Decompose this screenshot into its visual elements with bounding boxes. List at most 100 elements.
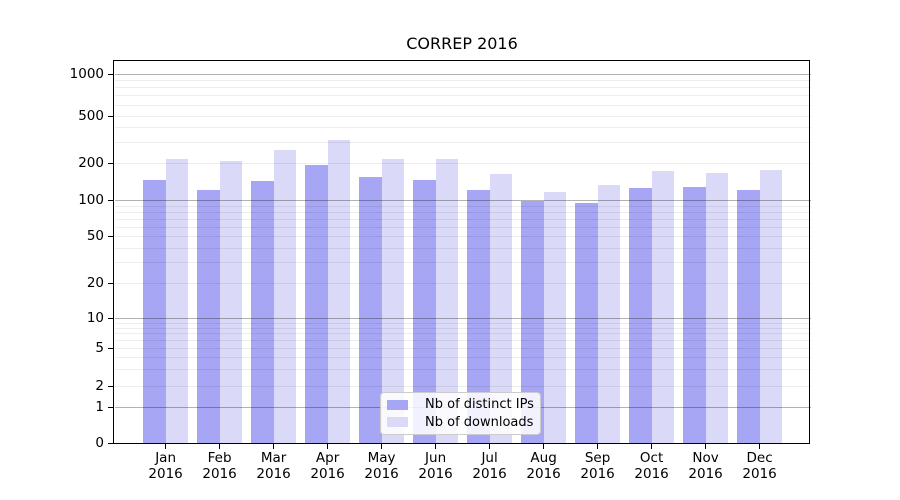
- y-tick-mark-10: [107, 318, 114, 319]
- x-tick-month: Dec: [746, 450, 773, 466]
- y-tick-mark-1: [107, 407, 114, 409]
- legend-item-distinct-ips: Nb of distinct IPs: [387, 397, 534, 412]
- x-tick-mark-sep: [597, 444, 599, 449]
- legend-label-distinct-ips: Nb of distinct IPs: [425, 397, 534, 413]
- y-tick-label-1: 1: [95, 399, 104, 416]
- x-tick-label-jun: Jun 2016: [406, 450, 466, 482]
- gridline-minor-50: [115, 236, 811, 238]
- bar-nb-of-distinct-ips-feb: [197, 189, 220, 444]
- x-tick-label-aug: Aug 2016: [514, 450, 574, 482]
- bar-nb-of-distinct-ips-sep: [575, 202, 598, 444]
- y-tick-mark-100: [107, 200, 114, 201]
- plot-frame: [113, 60, 810, 444]
- bar-nb-of-downloads-apr: [327, 139, 350, 444]
- bar-nb-of-downloads-jun: [435, 159, 458, 444]
- x-tick-month: Sep: [584, 450, 611, 466]
- chart-title: CORREP 2016: [406, 34, 518, 53]
- x-tick-year: 2016: [580, 466, 615, 482]
- bar-nb-of-distinct-ips-nov: [683, 187, 706, 444]
- gridline-minor-3: [115, 368, 811, 370]
- gridline-minor-5: [115, 347, 811, 349]
- gridline-minor-6: [115, 340, 811, 341]
- x-tick-label-mar: Mar 2016: [244, 450, 304, 482]
- y-tick-label-200: 200: [78, 154, 104, 171]
- bar-nb-of-downloads-nov: [705, 172, 728, 444]
- y-tick-mark-2: [107, 385, 114, 387]
- x-tick-year: 2016: [472, 466, 507, 482]
- x-tick-mark-dec: [759, 444, 761, 449]
- x-tick-month: Apr: [315, 450, 340, 466]
- y-tick-mark-50: [107, 236, 114, 238]
- y-tick-label-10: 10: [86, 310, 104, 326]
- x-tick-month: Mar: [260, 450, 287, 466]
- y-tick-label-0: 0: [95, 435, 104, 451]
- bar-nb-of-distinct-ips-jun: [413, 180, 436, 444]
- gridline-minor-8: [115, 327, 811, 329]
- y-tick-label-1000: 1000: [69, 65, 104, 82]
- x-tick-mark-feb: [219, 444, 221, 449]
- x-tick-mark-aug: [543, 444, 545, 449]
- legend: Nb of distinct IPs Nb of downloads: [380, 392, 541, 435]
- bar-nb-of-downloads-jul: [489, 174, 512, 444]
- x-tick-label-dec: Dec 2016: [730, 450, 790, 482]
- x-tick-mark-may: [381, 444, 383, 449]
- y-tick-mark-1000: [107, 73, 114, 75]
- y-tick-label-50: 50: [86, 228, 104, 245]
- legend-item-downloads: Nb of downloads: [387, 415, 534, 430]
- gridline-minor-20: [115, 282, 811, 284]
- gridline-minor-90: [115, 205, 811, 207]
- x-tick-year: 2016: [526, 466, 561, 482]
- x-tick-mark-nov: [705, 444, 707, 449]
- gridline-minor-300: [115, 141, 811, 143]
- bar-nb-of-downloads-mar: [273, 149, 296, 444]
- gridline-minor-200: [115, 162, 811, 164]
- x-tick-mark-jul: [489, 444, 491, 449]
- gridline-minor-70: [115, 218, 811, 220]
- x-tick-year: 2016: [148, 466, 183, 482]
- gridline-major-10: [115, 318, 811, 319]
- y-tick-label-2: 2: [95, 377, 104, 394]
- x-tick-label-feb: Feb 2016: [190, 450, 250, 482]
- x-tick-month: Aug: [530, 450, 557, 466]
- x-tick-label-sep: Sep 2016: [568, 450, 628, 482]
- x-tick-mark-jun: [435, 444, 437, 449]
- x-tick-month: Oct: [639, 450, 664, 466]
- gridline-minor-80: [115, 211, 811, 213]
- bar-nb-of-downloads-dec: [759, 169, 782, 444]
- y-tick-label-20: 20: [86, 274, 104, 291]
- gridline-minor-30: [115, 262, 811, 264]
- bar-nb-of-downloads-may: [381, 159, 404, 444]
- x-tick-mark-mar: [273, 444, 275, 449]
- x-tick-mark-oct: [651, 444, 653, 449]
- gridline-major-100: [115, 200, 811, 201]
- bar-nb-of-distinct-ips-jul: [467, 189, 490, 444]
- bar-nb-of-distinct-ips-oct: [629, 188, 652, 444]
- x-tick-label-nov: Nov 2016: [676, 450, 736, 482]
- x-tick-year: 2016: [310, 466, 345, 482]
- y-tick-label-100: 100: [78, 192, 104, 208]
- gridline-minor-9: [115, 322, 811, 324]
- gridline-minor-40: [115, 247, 811, 249]
- gridline-minor-7: [115, 333, 811, 335]
- bar-nb-of-downloads-jan: [165, 159, 188, 444]
- x-tick-year: 2016: [742, 466, 777, 482]
- gridline-minor-600: [115, 104, 811, 106]
- x-tick-month: Jul: [481, 450, 498, 466]
- x-tick-label-may: May 2016: [352, 450, 412, 482]
- x-tick-month: Nov: [692, 450, 719, 466]
- bar-nb-of-distinct-ips-aug: [521, 200, 544, 444]
- y-tick-mark-200: [107, 162, 114, 164]
- bar-nb-of-distinct-ips-apr: [305, 164, 328, 444]
- y-tick-label-5: 5: [95, 339, 104, 356]
- gridline-minor-700: [115, 95, 811, 97]
- bar-nb-of-downloads-feb: [219, 161, 242, 444]
- x-tick-month: Feb: [207, 450, 232, 466]
- x-tick-year: 2016: [418, 466, 453, 482]
- x-tick-label-jul: Jul 2016: [460, 450, 520, 482]
- x-tick-year: 2016: [688, 466, 723, 482]
- bar-nb-of-downloads-sep: [597, 185, 620, 444]
- x-tick-month: May: [367, 450, 396, 466]
- gridline-minor-4: [115, 357, 811, 358]
- x-tick-mark-jan: [165, 444, 167, 449]
